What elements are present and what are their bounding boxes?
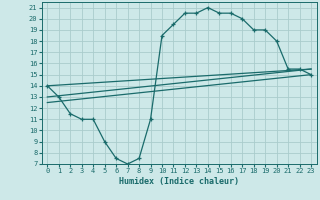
X-axis label: Humidex (Indice chaleur): Humidex (Indice chaleur) — [119, 177, 239, 186]
